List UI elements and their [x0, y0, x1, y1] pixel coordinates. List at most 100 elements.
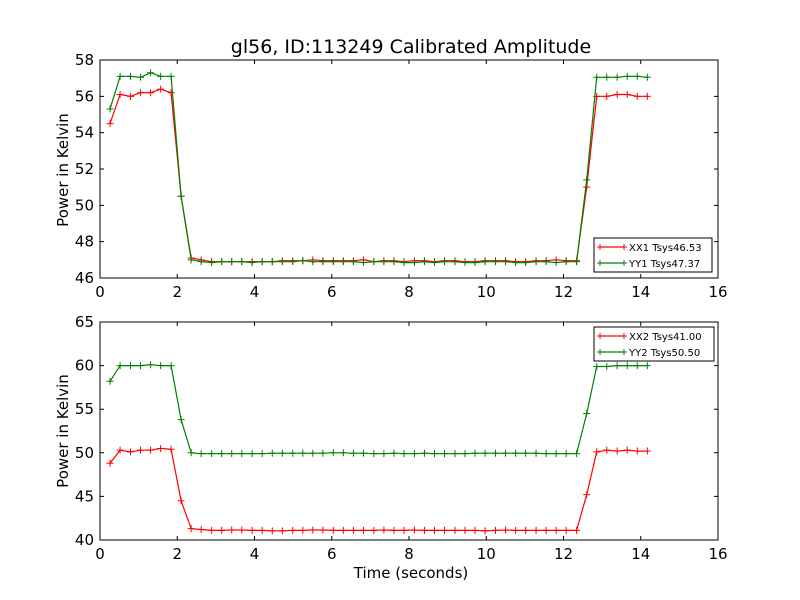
- top-panel-series-2-point: [218, 258, 226, 266]
- bottom-panel-series-2-point: [218, 450, 226, 458]
- bottom-panel-series-1-point: [228, 526, 236, 534]
- bottom-panel-series-2-point: [552, 450, 560, 458]
- top-panel-series-2-point: [106, 105, 114, 113]
- bottom-panel-y-tick-label: 50: [75, 444, 94, 462]
- top-panel-series-2-point: [562, 258, 570, 266]
- top-panel-series-2-point: [552, 259, 560, 267]
- bottom-panel-series-1-point: [289, 526, 297, 534]
- bottom-panel-x-tick-label: 10: [477, 545, 496, 563]
- bottom-panel-legend-box: [593, 326, 715, 362]
- bottom-panel-series-2-point: [349, 449, 357, 457]
- bottom-panel-series-1-point: [502, 526, 510, 534]
- top-panel-series-1-point: [147, 89, 155, 97]
- top-panel-series-1-point: [623, 91, 631, 99]
- bottom-panel-series-1-point: [329, 526, 337, 534]
- top-panel-legend-marker: [621, 244, 627, 250]
- bottom-panel-series-1-point: [380, 526, 388, 534]
- bottom-panel-y-tick-label: 40: [75, 531, 94, 549]
- top-panel-series-2-point: [441, 258, 449, 266]
- top-panel-x-tick-label: 14: [631, 283, 650, 301]
- top-panel-series-1-point: [643, 92, 651, 100]
- bottom-panel-x-tick-label: 0: [95, 545, 105, 563]
- bottom-panel-series-2-point: [623, 362, 631, 370]
- bottom-panel-series-1-point: [522, 526, 530, 534]
- top-panel-series-2-point: [228, 258, 236, 266]
- top-panel-series-2-point: [502, 258, 510, 266]
- bottom-panel-y-tick-label: 55: [75, 400, 94, 418]
- top-panel-series-2-point: [390, 258, 398, 266]
- bottom-panel-series-1-point: [116, 446, 124, 454]
- top-panel-x-tick-label: 0: [95, 283, 105, 301]
- bottom-panel-legend-label: YY2 Tsys50.50: [628, 348, 700, 359]
- top-panel-series-1-point: [137, 89, 145, 97]
- bottom-panel-series-2-point: [613, 362, 621, 370]
- bottom-panel-series-1-point: [441, 526, 449, 534]
- top-panel-series-2-point: [471, 259, 479, 267]
- bottom-panel-series-1-point: [451, 526, 459, 534]
- bottom-panel-series-2-point: [208, 450, 216, 458]
- bottom-panel-x-tick-label: 8: [404, 545, 414, 563]
- bottom-panel-series-1-point: [583, 491, 591, 499]
- bottom-panel-series-1-point: [147, 446, 155, 454]
- top-panel-series-2-point: [370, 258, 378, 266]
- bottom-panel-series-2-point: [147, 361, 155, 369]
- bottom-panel-series-1-point: [492, 526, 500, 534]
- bottom-panel-series-2-point: [481, 449, 489, 457]
- bottom-panel-series-1-point: [248, 526, 256, 534]
- top-panel-legend-box: [593, 237, 713, 273]
- bottom-panel-series-1-point: [643, 447, 651, 455]
- bottom-panel-series-2-point: [492, 449, 500, 457]
- bottom-panel-series-1-point: [430, 526, 438, 534]
- bottom-panel-series-1-point: [218, 526, 226, 534]
- bottom-panel-series-2-point: [522, 449, 530, 457]
- bottom-panel-series-2-point: [593, 362, 601, 370]
- top-panel-series-2-point: [583, 176, 591, 184]
- top-panel-y-axis-label: Power in Kelvin: [54, 113, 72, 227]
- figure-title: gl56, ID:113249 Calibrated Amplitude: [231, 36, 591, 58]
- bottom-panel-series-2-point: [238, 450, 246, 458]
- top-panel-series-2-point: [461, 259, 469, 267]
- bottom-panel-series-1-point: [309, 526, 317, 534]
- bottom-panel-x-tick-label: 16: [708, 545, 727, 563]
- top-panel-series-2-point: [400, 259, 408, 267]
- top-panel-series-2-point: [289, 258, 297, 266]
- bottom-panel-series-2-point: [319, 449, 327, 457]
- top-panel-series-1-point: [633, 92, 641, 100]
- bottom-panel-series-1-point: [157, 444, 165, 452]
- top-panel-series-2-point: [623, 72, 631, 80]
- top-panel-legend-label: YY1 Tsys47.37: [628, 259, 700, 270]
- bottom-panel-series-2-point: [106, 377, 114, 385]
- bottom-panel-series-2-point: [603, 362, 611, 370]
- bottom-panel-series: [106, 361, 651, 535]
- top-panel-series-2-point: [451, 258, 459, 266]
- bottom-panel-series-2-point: [197, 450, 205, 458]
- bottom-panel-series-2-point: [137, 362, 145, 370]
- top-panel-y-tick-label: 54: [75, 124, 94, 142]
- top-panel-series-2-point: [512, 259, 520, 267]
- top-panel-series-2-point: [309, 258, 317, 266]
- top-panel-series-2-point: [268, 258, 276, 266]
- top-panel-series-2-point: [603, 73, 611, 81]
- top-panel-series-2-point: [278, 258, 286, 266]
- bottom-panel-series-1-point: [512, 526, 520, 534]
- top-panel-series-2-point: [127, 72, 135, 80]
- bottom-panel-series-1-point: [461, 526, 469, 534]
- bottom-panel-x-tick-label: 14: [631, 545, 650, 563]
- top-panel-series-1-point: [127, 92, 135, 100]
- bottom-panel-series-1-point: [127, 448, 135, 456]
- bottom-panel-series-2-point: [157, 362, 165, 370]
- top-panel-series-2-point: [167, 72, 175, 80]
- bottom-panel-series-2-point: [127, 362, 135, 370]
- top-panel-series-2-point: [299, 257, 307, 265]
- top-panel-x-tick-label: 2: [172, 283, 182, 301]
- bottom-panel-series-2-point: [583, 410, 591, 418]
- top-panel-series-2-point: [359, 259, 367, 267]
- bottom-panel-series-1-point: [420, 526, 428, 534]
- x-axis-label: Time (seconds): [353, 564, 469, 582]
- top-panel-x-tick-label: 16: [708, 283, 727, 301]
- bottom-panel-series-2-point: [339, 449, 347, 457]
- bottom-panel-series-1-point: [623, 446, 631, 454]
- top-panel-series-1-point: [116, 91, 124, 99]
- bottom-panel-series-2-point: [309, 449, 317, 457]
- top-panel-series-2-point: [593, 73, 601, 81]
